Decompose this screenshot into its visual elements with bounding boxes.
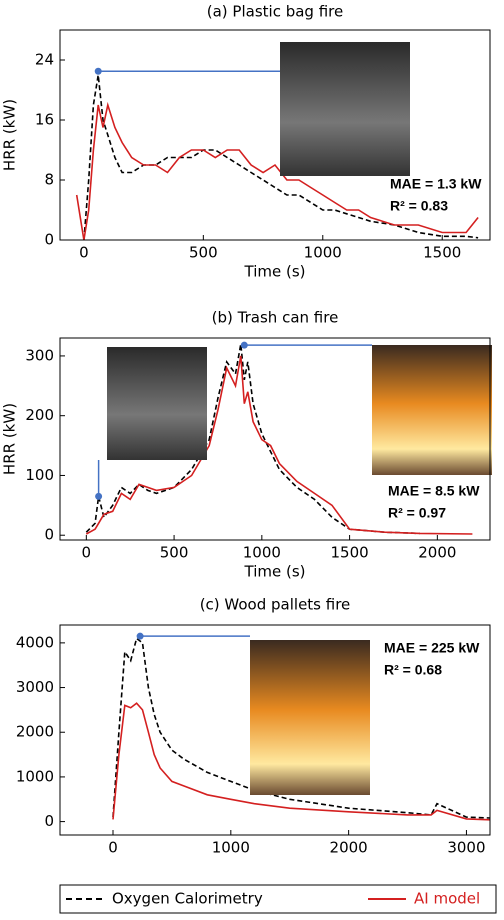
figure: Oxygen Calorimetry AI model (a) Plastic … <box>0 0 504 916</box>
chart-title: (a) Plastic bag fire <box>207 3 343 21</box>
x-tick-label: 0 <box>108 839 118 857</box>
annotation: MAE = 8.5 kW <box>388 483 480 499</box>
x-tick-label: 2000 <box>330 839 368 857</box>
annotation: R² = 0.83 <box>390 198 448 214</box>
photo-inset <box>107 347 207 460</box>
annotation: MAE = 1.3 kW <box>390 176 482 192</box>
annotation: R² = 0.97 <box>388 505 446 521</box>
photo-inset <box>280 42 410 176</box>
legend-label: Oxygen Calorimetry <box>112 890 263 908</box>
x-tick-label: 500 <box>160 544 189 562</box>
y-tick-label: 24 <box>35 51 54 69</box>
y-axis-label: HRR (kW) <box>1 99 19 171</box>
peak-marker <box>137 633 144 640</box>
x-axis-label: Time (s) <box>244 563 306 581</box>
legend-label: AI model <box>414 890 480 908</box>
chart-title: (b) Trash can fire <box>212 309 339 327</box>
annotation: R² = 0.68 <box>384 662 442 678</box>
x-tick-label: 1500 <box>423 244 461 262</box>
peak-marker <box>95 68 102 75</box>
y-tick-label: 8 <box>44 171 54 189</box>
y-tick-label: 0 <box>44 526 54 544</box>
legend: Oxygen Calorimetry AI model <box>60 885 496 913</box>
x-tick-label: 0 <box>82 544 92 562</box>
x-tick-label: 500 <box>189 244 218 262</box>
photo-inset <box>250 640 370 795</box>
y-tick-label: 100 <box>25 466 54 484</box>
y-tick-label: 16 <box>35 111 54 129</box>
subplot: (a) Plastic bag fire 0 500 1000 1500 0 8 16 24 Ti… <box>1 3 491 281</box>
annotation: MAE = 225 kW <box>384 640 480 656</box>
x-tick-label: 1500 <box>330 544 368 562</box>
x-tick-label: 0 <box>79 244 89 262</box>
y-tick-label: 1000 <box>16 767 54 785</box>
x-tick-label: 3000 <box>447 839 485 857</box>
subplot: (b) Trash can fire 0 500 1000 1500 2000 0 100 20… <box>1 309 493 581</box>
y-axis-label: HRR (kW) <box>1 403 19 475</box>
x-tick-label: 1000 <box>304 244 342 262</box>
y-tick-label: 3000 <box>16 678 54 696</box>
y-tick-label: 0 <box>44 812 54 830</box>
y-tick-label: 2000 <box>16 723 54 741</box>
y-tick-label: 0 <box>44 231 54 249</box>
photo-inset <box>372 345 492 475</box>
x-tick-label: 1000 <box>243 544 281 562</box>
series-line <box>77 105 478 240</box>
peak-marker <box>95 493 102 500</box>
y-tick-label: 200 <box>25 406 54 424</box>
x-tick-label: 2000 <box>418 544 456 562</box>
chart-title: (c) Wood pallets fire <box>200 596 351 614</box>
y-tick-label: 300 <box>25 346 54 364</box>
x-axis-label: Time (s) <box>244 263 306 281</box>
peak-marker <box>241 342 248 349</box>
x-tick-label: 1000 <box>212 839 250 857</box>
y-tick-label: 4000 <box>16 633 54 651</box>
subplot: (c) Wood pallets fire 0 1000 2000 3000 0 1000 2… <box>16 596 490 857</box>
